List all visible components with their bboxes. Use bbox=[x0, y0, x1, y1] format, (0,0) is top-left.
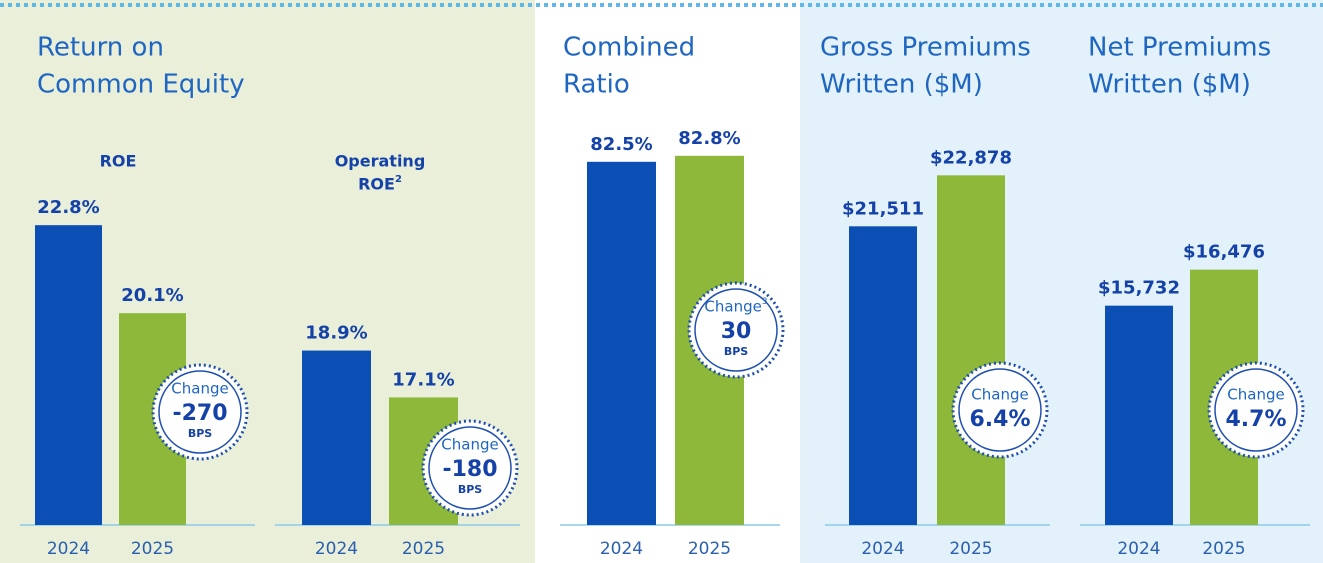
change-label: Change bbox=[441, 436, 498, 454]
bar bbox=[35, 225, 102, 525]
value-label: $22,878 bbox=[930, 147, 1012, 168]
value-label: $21,511 bbox=[842, 198, 924, 219]
year-label: 2024 bbox=[861, 539, 904, 559]
panel-title: Written ($M) bbox=[820, 70, 983, 100]
year-label: 2024 bbox=[1117, 539, 1160, 559]
panel-title: Common Equity bbox=[37, 70, 245, 100]
change-value: 6.4% bbox=[969, 407, 1030, 432]
change-badge-inner bbox=[1214, 368, 1298, 452]
bar bbox=[1105, 305, 1173, 525]
value-label: 18.9% bbox=[305, 323, 367, 344]
bar bbox=[849, 226, 917, 525]
year-label: 2025 bbox=[131, 539, 174, 559]
change-value: 4.7% bbox=[1225, 407, 1286, 432]
chart-subtitle: ROE2 bbox=[358, 174, 402, 194]
footnote-mark: 3 bbox=[762, 297, 768, 307]
bar bbox=[937, 175, 1005, 525]
value-label: 82.5% bbox=[590, 134, 652, 155]
change-label: Change3 bbox=[704, 297, 767, 316]
change-label: Change bbox=[171, 380, 228, 398]
value-label: 17.1% bbox=[392, 369, 454, 390]
year-label: 2024 bbox=[600, 539, 643, 559]
panel-title: Written ($M) bbox=[1088, 70, 1251, 100]
panel-title: Combined bbox=[563, 33, 695, 63]
year-label: 2024 bbox=[47, 539, 90, 559]
change-value: -270 bbox=[172, 401, 227, 426]
chart-subtitle: Operating bbox=[335, 152, 426, 171]
change-unit: BPS bbox=[458, 483, 482, 496]
change-value: 30 bbox=[721, 319, 752, 344]
footnote-mark: 2 bbox=[395, 174, 402, 185]
value-label: 82.8% bbox=[678, 128, 740, 149]
change-value: -180 bbox=[442, 457, 497, 482]
bar bbox=[587, 161, 656, 525]
panel-title: Gross Premiums bbox=[820, 33, 1031, 63]
panel-title: Net Premiums bbox=[1088, 33, 1271, 63]
bar bbox=[302, 350, 371, 525]
panel-combined bbox=[535, 0, 800, 563]
value-label: 20.1% bbox=[121, 285, 183, 306]
change-label: Change bbox=[1227, 386, 1284, 404]
year-label: 2024 bbox=[315, 539, 358, 559]
panel-title: Return on bbox=[37, 33, 164, 63]
change-badge-inner bbox=[158, 370, 242, 454]
panel-title: Ratio bbox=[563, 70, 630, 100]
change-label: Change bbox=[971, 386, 1028, 404]
value-label: $15,732 bbox=[1098, 278, 1180, 299]
change-badge-inner bbox=[958, 368, 1042, 452]
change-badge-inner bbox=[428, 426, 512, 510]
year-label: 2025 bbox=[949, 539, 992, 559]
chart-subtitle: ROE bbox=[100, 152, 137, 171]
value-label: 22.8% bbox=[37, 197, 99, 218]
change-unit: BPS bbox=[724, 345, 748, 358]
change-unit: BPS bbox=[188, 427, 212, 440]
value-label: $16,476 bbox=[1183, 242, 1265, 263]
year-label: 2025 bbox=[688, 539, 731, 559]
change-badge-inner bbox=[694, 288, 778, 372]
year-label: 2025 bbox=[1202, 539, 1245, 559]
year-label: 2025 bbox=[402, 539, 445, 559]
